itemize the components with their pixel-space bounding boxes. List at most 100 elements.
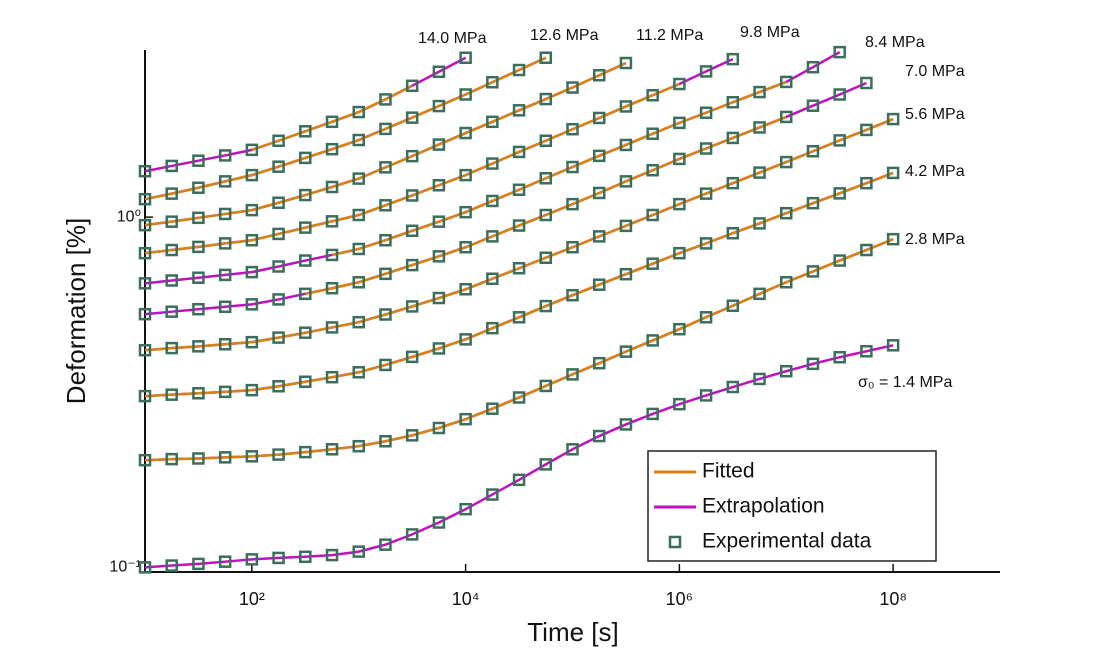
data-marker <box>405 350 419 364</box>
data-marker <box>753 166 766 179</box>
y-tick-label: 10⁻¹ <box>109 559 141 576</box>
data-marker <box>780 364 793 378</box>
data-marker <box>753 372 766 386</box>
data-marker <box>352 172 365 185</box>
y-axis-label: Deformation [%] <box>61 218 91 404</box>
data-marker <box>459 412 472 426</box>
data-marker <box>245 335 259 349</box>
data-marker <box>432 516 446 529</box>
data-marker <box>272 551 285 565</box>
data-marker <box>352 315 365 329</box>
data-marker <box>138 307 152 321</box>
data-marker <box>165 305 178 318</box>
data-marker <box>459 168 472 182</box>
data-marker <box>592 149 606 163</box>
data-marker <box>726 176 740 190</box>
data-marker <box>192 387 205 400</box>
data-marker <box>860 176 873 190</box>
data-marker <box>886 232 900 246</box>
data-marker <box>245 265 259 279</box>
data-marker <box>699 142 713 155</box>
x-axis-label: Time [s] <box>527 617 618 647</box>
data-marker <box>299 151 312 165</box>
series-label: 4.2 MPa <box>905 163 965 180</box>
data-marker <box>192 452 205 465</box>
data-marker <box>379 267 392 281</box>
data-marker <box>165 341 178 355</box>
data-marker <box>459 333 472 346</box>
data-marker <box>218 175 232 188</box>
data-marker <box>512 473 526 487</box>
data-marker <box>539 92 553 106</box>
data-marker <box>299 188 312 202</box>
data-marker <box>379 308 392 321</box>
series-label: 9.8 MPa <box>740 24 800 41</box>
data-marker <box>592 356 606 370</box>
data-marker <box>192 181 205 194</box>
data-marker <box>619 175 633 188</box>
data-marker <box>512 183 526 197</box>
data-marker <box>673 322 686 336</box>
data-marker <box>379 538 392 551</box>
data-marker <box>192 154 205 167</box>
data-marker <box>486 230 499 243</box>
data-marker <box>592 230 606 243</box>
data-marker <box>245 233 259 247</box>
data-marker <box>833 187 846 200</box>
data-marker <box>165 215 178 228</box>
data-marker <box>806 196 820 210</box>
data-marker <box>138 561 152 574</box>
data-marker <box>192 557 205 571</box>
extrapolation-line <box>144 344 894 569</box>
data-marker <box>379 161 392 174</box>
data-marker <box>325 370 339 384</box>
data-marker <box>192 211 205 225</box>
y-tick-label: 10⁰ <box>117 208 141 225</box>
data-marker <box>405 79 419 93</box>
data-marker <box>272 448 285 461</box>
data-marker <box>673 77 686 91</box>
data-marker <box>192 240 205 254</box>
data-marker <box>352 242 365 256</box>
data-marker <box>619 418 633 431</box>
data-marker <box>486 402 499 415</box>
data-marker <box>299 326 312 339</box>
data-marker <box>539 251 553 264</box>
data-marker <box>299 221 312 234</box>
data-marker <box>432 250 446 263</box>
data-marker <box>592 186 606 200</box>
data-marker <box>726 380 740 394</box>
data-marker <box>646 163 659 177</box>
data-marker <box>432 99 446 113</box>
data-marker <box>539 299 553 313</box>
data-marker <box>726 131 740 145</box>
data-marker <box>886 166 900 180</box>
data-marker <box>218 300 232 314</box>
data-marker <box>432 291 446 305</box>
data-marker <box>272 380 285 393</box>
data-marker <box>459 205 472 219</box>
data-marker <box>218 555 232 568</box>
data-marker <box>245 298 259 311</box>
data-marker <box>405 149 419 163</box>
data-marker <box>405 189 419 202</box>
data-marker <box>486 115 499 129</box>
data-marker <box>806 60 820 74</box>
data-marker <box>486 488 499 501</box>
data-marker <box>860 123 873 137</box>
legend-marker <box>668 535 682 549</box>
data-marker <box>138 164 152 178</box>
data-marker <box>699 389 713 402</box>
data-marker <box>352 366 365 379</box>
data-marker <box>165 243 178 257</box>
data-marker <box>432 215 446 228</box>
data-marker <box>299 375 312 389</box>
series-label: 14.0 MPa <box>418 30 487 47</box>
data-marker <box>379 93 392 106</box>
data-marker <box>138 192 152 206</box>
data-marker <box>379 122 392 136</box>
data-marker <box>566 368 579 381</box>
data-marker <box>405 258 419 272</box>
data-marker <box>753 287 766 301</box>
data-marker <box>646 407 659 421</box>
